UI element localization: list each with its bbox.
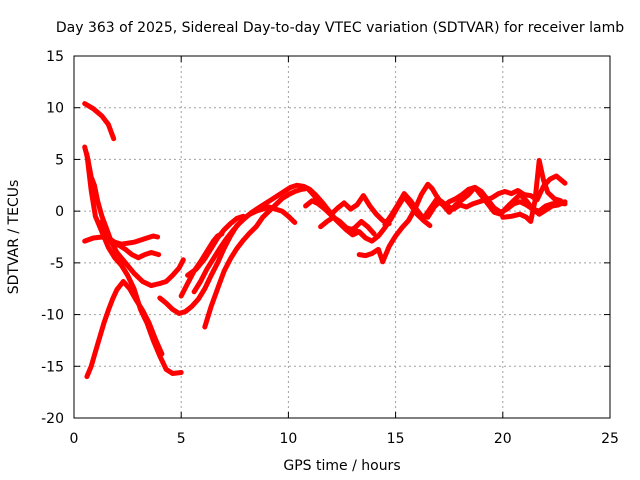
y-tick-label: 0 bbox=[55, 204, 64, 220]
x-tick-label: 5 bbox=[177, 431, 186, 447]
x-tick-label: 25 bbox=[601, 431, 619, 447]
x-tick-label: 10 bbox=[279, 431, 297, 447]
y-tick-label: -20 bbox=[41, 411, 64, 427]
x-axis-label: GPS time / hours bbox=[283, 458, 400, 474]
series-layer bbox=[82, 101, 568, 380]
x-tick-label: 15 bbox=[387, 431, 405, 447]
x-tick-label: 20 bbox=[494, 431, 512, 447]
grid bbox=[74, 56, 610, 418]
series-trace-6 bbox=[84, 279, 165, 380]
y-tick-label: 10 bbox=[46, 101, 64, 117]
axis-tick-labels: 0 5 10 15 20 25 -20 -15 -10 -5 0 5 10 15 bbox=[41, 49, 619, 447]
series-trace-9 bbox=[185, 213, 246, 278]
y-tick-label: -10 bbox=[41, 308, 64, 324]
y-tick-label: -5 bbox=[50, 256, 64, 272]
plot-frame bbox=[73, 55, 611, 419]
x-tick-label: 0 bbox=[70, 431, 79, 447]
series-trace-12 bbox=[303, 193, 392, 227]
y-tick-label: -15 bbox=[41, 359, 64, 375]
y-tick-label: 5 bbox=[55, 152, 64, 168]
chart-title: Day 363 of 2025, Sidereal Day-to-day VTE… bbox=[56, 20, 624, 36]
series-trace-3 bbox=[84, 151, 184, 376]
series-trace-1 bbox=[82, 101, 117, 142]
axis-ticks bbox=[73, 55, 611, 419]
y-axis-label: SDTVAR / TECUs bbox=[6, 180, 22, 295]
series-trace-17 bbox=[500, 158, 564, 224]
y-tick-label: 15 bbox=[46, 49, 64, 65]
series-trace-16 bbox=[425, 173, 568, 220]
series-trace-2 bbox=[82, 144, 162, 261]
series-trace-10 bbox=[202, 185, 369, 330]
series-trace-5 bbox=[99, 219, 186, 289]
series-trace-4 bbox=[82, 233, 161, 247]
